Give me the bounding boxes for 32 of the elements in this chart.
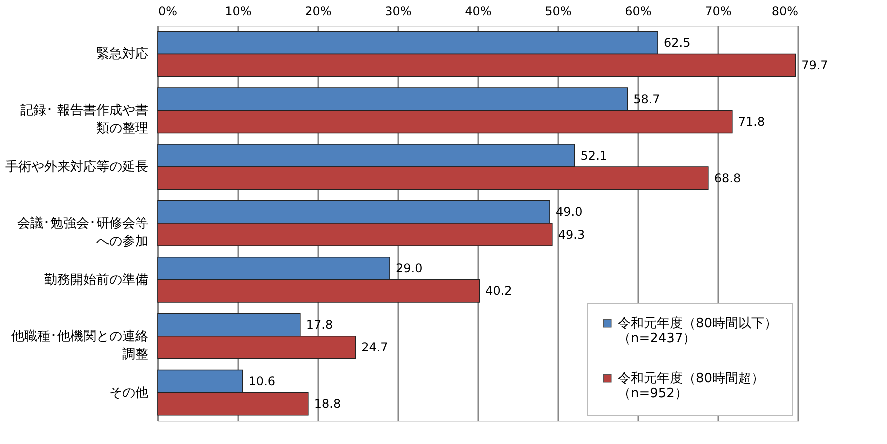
- x-tick-label: 10%: [225, 4, 252, 18]
- y-tick-label: 緊急対応: [96, 46, 148, 62]
- y-tick-label: 他職種･他機関との連絡調整: [12, 329, 148, 362]
- x-tick-label: 30%: [385, 4, 412, 18]
- x-tick-label: 0%: [158, 4, 178, 18]
- data-label: 29.0: [396, 262, 423, 276]
- legend-label: 令和元年度（80時間超）（n=952）: [618, 370, 765, 402]
- data-label: 62.5: [664, 36, 691, 50]
- data-label: 79.7: [802, 58, 828, 72]
- y-tick-label: 手術や外来対応等の延長: [6, 159, 148, 176]
- x-tick-label: 60%: [625, 4, 652, 18]
- x-tick-label: 50%: [545, 4, 572, 18]
- data-label: 49.3: [558, 228, 586, 242]
- x-tick-label: 80%: [772, 4, 798, 18]
- y-tick-label: 記録･ 報告書作成や書類の整理: [20, 104, 148, 137]
- x-tick-label: 70%: [705, 4, 732, 18]
- x-tick-label: 40%: [465, 4, 492, 18]
- legend-label: 令和元年度（80時間以下）（n=2437）: [618, 316, 778, 346]
- data-label: 40.2: [486, 284, 512, 298]
- data-label: 52.1: [580, 148, 608, 163]
- data-label: 24.7: [362, 340, 388, 355]
- y-tick-label: その他: [110, 386, 148, 401]
- y-tick-label: 勤務開始前の準備: [44, 272, 148, 288]
- data-label: 68.8: [714, 171, 742, 186]
- x-tick-label: 20%: [305, 4, 332, 18]
- y-tick-label: 会議･勉強会･研修会等への参加: [18, 216, 148, 250]
- data-label: 17.8: [306, 318, 334, 332]
- data-label: 49.0: [556, 205, 583, 220]
- data-label: 10.6: [248, 374, 276, 388]
- data-label: 18.8: [314, 397, 342, 412]
- data-label: 58.7: [634, 92, 660, 106]
- data-label: 71.8: [738, 114, 766, 129]
